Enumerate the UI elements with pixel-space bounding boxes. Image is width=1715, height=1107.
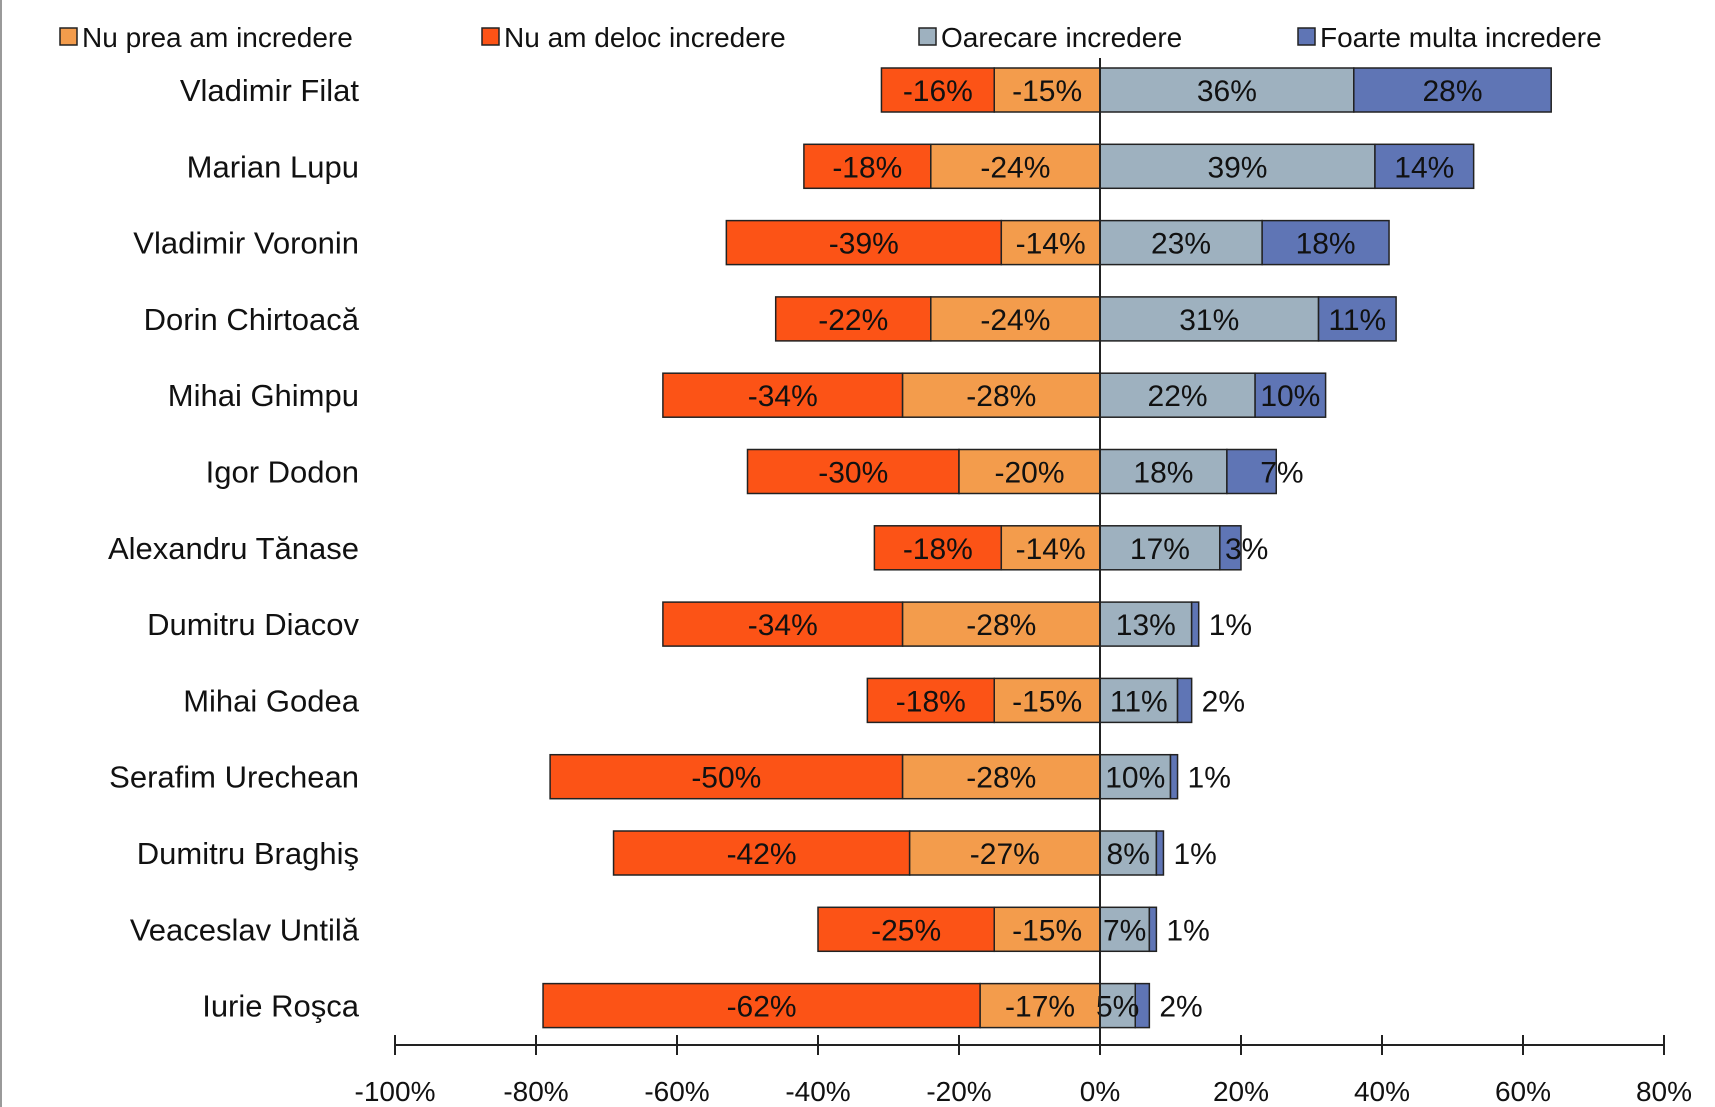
data-label-nu-am-deloc-incredere: -42% (727, 838, 797, 871)
data-label-nu-am-deloc-incredere: -50% (691, 762, 761, 795)
legend-swatch-nu-prea-am-incredere (60, 28, 77, 45)
legend-label-foarte-multa-incredere: Foarte multa incredere (1320, 22, 1602, 53)
category-label: Dorin Chirtoacă (144, 302, 360, 337)
legend-label-oarecare-incredere: Oarecare incredere (941, 22, 1182, 53)
bar-foarte-multa-incredere (1178, 678, 1192, 722)
data-label-foarte-multa-incredere: 1% (1209, 609, 1252, 642)
data-label-nu-prea-am-incredere: -14% (1016, 533, 1086, 566)
bar-foarte-multa-incredere (1192, 602, 1199, 646)
x-tick-label: 40% (1354, 1076, 1410, 1107)
x-tick-label: 0% (1080, 1076, 1120, 1107)
x-tick-label: 20% (1213, 1076, 1269, 1107)
data-label-foarte-multa-incredere: 2% (1202, 685, 1245, 718)
category-label: Vladimir Voronin (133, 226, 359, 261)
data-label-oarecare-incredere: 13% (1116, 609, 1176, 642)
data-label-nu-prea-am-incredere: -28% (966, 609, 1036, 642)
legend-label-nu-am-deloc-incredere: Nu am deloc incredere (504, 22, 786, 53)
bar-foarte-multa-incredere (1156, 831, 1163, 875)
data-label-oarecare-incredere: 10% (1105, 762, 1165, 795)
data-label-oarecare-incredere: 8% (1107, 838, 1150, 871)
legend-label-nu-prea-am-incredere: Nu prea am incredere (82, 22, 353, 53)
data-label-nu-am-deloc-incredere: -16% (903, 75, 973, 108)
data-label-oarecare-incredere: 22% (1148, 380, 1208, 413)
data-label-nu-am-deloc-incredere: -22% (818, 304, 888, 337)
x-tick-label: -100% (355, 1076, 436, 1107)
data-label-nu-prea-am-incredere: -15% (1012, 685, 1082, 718)
data-label-nu-prea-am-incredere: -15% (1012, 75, 1082, 108)
bar-foarte-multa-incredere (1149, 907, 1156, 951)
category-label: Alexandru Tănase (108, 531, 359, 566)
category-label: Dumitru Braghiş (137, 836, 359, 871)
data-label-nu-am-deloc-incredere: -18% (832, 151, 902, 184)
category-label: Dumitru Diacov (147, 607, 359, 642)
data-label-nu-am-deloc-incredere: -18% (903, 533, 973, 566)
data-label-oarecare-incredere: 5% (1096, 991, 1139, 1024)
data-label-nu-prea-am-incredere: -28% (966, 762, 1036, 795)
data-label-nu-am-deloc-incredere: -30% (818, 457, 888, 490)
x-tick-label: -40% (785, 1076, 850, 1107)
data-label-foarte-multa-incredere: 1% (1188, 762, 1231, 795)
data-label-oarecare-incredere: 39% (1207, 151, 1267, 184)
data-label-oarecare-incredere: 11% (1110, 685, 1168, 718)
data-label-foarte-multa-incredere: 3% (1225, 533, 1268, 566)
data-label-nu-am-deloc-incredere: -34% (748, 380, 818, 413)
data-label-oarecare-incredere: 18% (1133, 457, 1193, 490)
data-label-oarecare-incredere: 31% (1179, 304, 1239, 337)
data-label-foarte-multa-incredere: 1% (1173, 838, 1216, 871)
x-tick-label: 80% (1636, 1076, 1692, 1107)
data-label-foarte-multa-incredere: 10% (1260, 380, 1320, 413)
data-label-foarte-multa-incredere: 28% (1422, 75, 1482, 108)
data-label-nu-am-deloc-incredere: -34% (748, 609, 818, 642)
category-label: Mihai Ghimpu (168, 378, 359, 413)
legend-swatch-foarte-multa-incredere (1298, 28, 1315, 45)
data-label-nu-prea-am-incredere: -24% (980, 151, 1050, 184)
data-label-nu-am-deloc-incredere: -18% (896, 685, 966, 718)
x-tick-label: -80% (503, 1076, 568, 1107)
data-label-oarecare-incredere: 17% (1130, 533, 1190, 566)
data-label-foarte-multa-incredere: 11% (1328, 304, 1386, 337)
data-label-nu-prea-am-incredere: -24% (980, 304, 1050, 337)
data-label-nu-prea-am-incredere: -17% (1005, 991, 1075, 1024)
data-label-foarte-multa-incredere: 14% (1394, 151, 1454, 184)
x-tick-label: -60% (644, 1076, 709, 1107)
data-label-nu-am-deloc-incredere: -39% (829, 228, 899, 261)
x-tick-label: 60% (1495, 1076, 1551, 1107)
data-label-nu-prea-am-incredere: -20% (994, 457, 1064, 490)
category-label: Vladimir Filat (180, 73, 360, 108)
category-label: Marian Lupu (187, 149, 359, 184)
bar-foarte-multa-incredere (1171, 755, 1178, 799)
data-label-foarte-multa-incredere: 7% (1260, 457, 1303, 490)
legend-swatch-oarecare-incredere (919, 28, 936, 45)
legend-swatch-nu-am-deloc-incredere (482, 28, 499, 45)
category-label: Igor Dodon (206, 455, 359, 490)
data-label-oarecare-incredere: 23% (1151, 228, 1211, 261)
x-tick-label: -20% (926, 1076, 991, 1107)
data-label-oarecare-incredere: 7% (1103, 914, 1146, 947)
category-label: Iurie Roşca (202, 989, 360, 1024)
category-label: Mihai Godea (183, 683, 360, 718)
data-label-nu-prea-am-incredere: -15% (1012, 914, 1082, 947)
data-label-nu-prea-am-incredere: -28% (966, 380, 1036, 413)
data-label-foarte-multa-incredere: 18% (1296, 228, 1356, 261)
data-label-oarecare-incredere: 36% (1197, 75, 1257, 108)
data-label-foarte-multa-incredere: 1% (1166, 914, 1209, 947)
data-label-foarte-multa-incredere: 2% (1159, 991, 1202, 1024)
data-label-nu-am-deloc-incredere: -62% (727, 991, 797, 1024)
category-label: Serafim Urechean (109, 760, 359, 795)
data-label-nu-prea-am-incredere: -27% (970, 838, 1040, 871)
data-label-nu-am-deloc-incredere: -25% (871, 914, 941, 947)
category-label: Veaceslav Untilă (130, 912, 360, 947)
data-label-nu-prea-am-incredere: -14% (1016, 228, 1086, 261)
